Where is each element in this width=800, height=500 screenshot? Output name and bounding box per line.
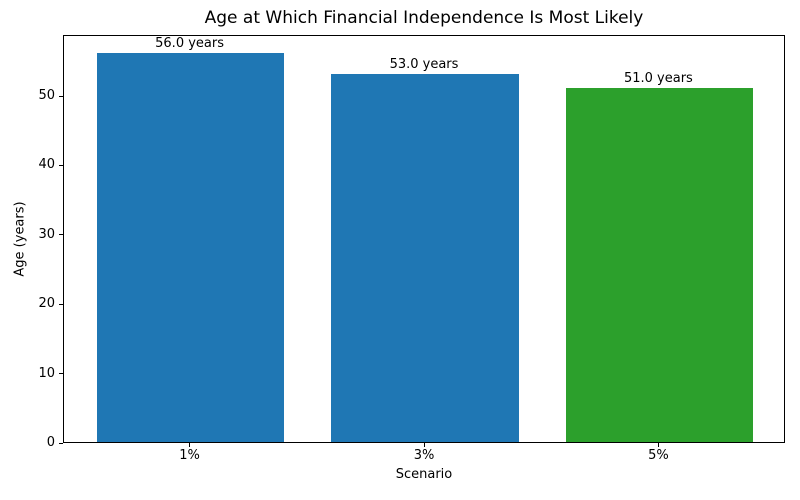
y-tick-mark <box>59 95 63 97</box>
x-axis-label: Scenario <box>395 467 453 482</box>
bar-value-label: 53.0 years <box>389 57 459 73</box>
y-tick-mark <box>59 373 63 375</box>
x-tick-label: 1% <box>179 448 200 463</box>
plot-area <box>63 35 785 443</box>
y-tick-label: 10 <box>38 365 55 381</box>
y-tick-label: 30 <box>38 226 55 242</box>
y-tick-label: 20 <box>38 296 55 312</box>
bar-3pct <box>331 74 519 442</box>
x-tick-label: 3% <box>413 448 435 463</box>
x-tick-mark <box>423 443 425 447</box>
bar-value-label: 51.0 years <box>623 71 693 87</box>
chart-title: Age at Which Financial Independence Is M… <box>204 8 644 28</box>
bar-5pct <box>565 88 754 442</box>
y-tick-label: 0 <box>46 435 55 450</box>
y-tick-mark <box>59 164 63 166</box>
x-tick-mark <box>189 443 191 447</box>
bar-1pct <box>96 53 285 442</box>
bar-value-label: 56.0 years <box>155 36 224 52</box>
x-tick-label: 5% <box>648 448 669 463</box>
y-tick-label: 40 <box>38 157 55 173</box>
y-tick-label: 50 <box>38 88 55 104</box>
y-tick-mark <box>59 303 63 305</box>
y-tick-mark <box>59 442 63 444</box>
y-tick-mark <box>59 234 63 236</box>
x-tick-mark <box>657 443 659 447</box>
